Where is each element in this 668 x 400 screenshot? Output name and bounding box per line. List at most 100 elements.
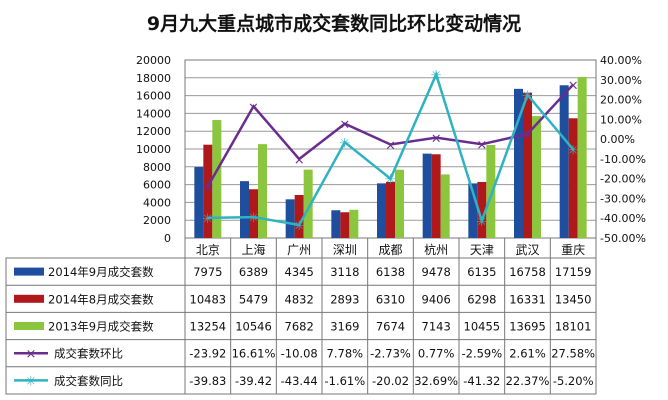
table-cell: -41.32 (463, 374, 500, 388)
line-marker: × (294, 153, 305, 168)
left-tick-label: 20000 (136, 54, 171, 67)
bar-2 (568, 118, 578, 238)
bar-1 (559, 85, 569, 238)
category-label: 北京 (196, 243, 220, 257)
bar-3 (258, 144, 267, 238)
bar-1 (194, 167, 204, 238)
right-tick-label: -10.00% (600, 153, 646, 166)
line-marker: ✳ (431, 68, 442, 83)
right-tick-label: -30.00% (600, 192, 646, 205)
left-tick-label: 12000 (136, 125, 171, 138)
table-cell: 18101 (555, 320, 592, 334)
category-label: 广州 (287, 243, 311, 257)
line-marker: ✳ (385, 173, 396, 188)
left-tick-label: 18000 (136, 72, 171, 85)
line-marker: ✳ (568, 143, 579, 158)
table-cell: -1.61% (324, 374, 365, 388)
table-cell: 6310 (376, 292, 405, 306)
table-cell: -2.59% (461, 347, 502, 361)
line-series-2 (207, 70, 575, 227)
bar-2 (431, 154, 441, 238)
table-cell: 5479 (239, 292, 268, 306)
table-cell: 17159 (555, 265, 592, 279)
left-tick-label: 4000 (143, 196, 171, 209)
table-cell: -39.42 (235, 374, 272, 388)
table-cell: 16758 (509, 265, 546, 279)
category-label: 上海 (241, 242, 265, 257)
left-tick-label: 16000 (136, 90, 171, 103)
bar-1 (285, 199, 295, 238)
bar-3 (486, 144, 496, 238)
table-cell: 7143 (422, 320, 451, 334)
legend-label: 成交套数同比 (54, 374, 123, 388)
right-tick-label: 0.00% (600, 133, 635, 146)
left-tick-label: 2000 (143, 214, 171, 227)
bar-3 (577, 76, 587, 239)
table-cell: 7.78% (327, 347, 364, 361)
data-table: 2014年9月成交套数 7975 6389 4345 3118 6138 9478 6135 1… (5, 238, 597, 395)
plot-area: 0 2000 4000 6000 8000 10000 12000 14000 16000 180… (136, 54, 646, 257)
bar-1 (240, 181, 249, 238)
bar-1 (377, 183, 386, 238)
table-cell: 6138 (376, 265, 405, 279)
bar-1 (468, 183, 478, 238)
table-cell: 10483 (190, 292, 227, 306)
category-label: 深圳 (333, 243, 357, 257)
table-cell: 4832 (285, 292, 314, 306)
bar-3 (532, 116, 541, 238)
table-cell: 6298 (467, 292, 496, 306)
left-tick-label: 6000 (143, 179, 171, 192)
table-cell: 9478 (422, 265, 451, 279)
bar-1 (331, 210, 341, 238)
line-marker: × (476, 138, 487, 153)
line-marker: ✳ (248, 211, 259, 226)
left-tick-label: 14000 (136, 107, 171, 120)
right-tick-label: 20.00% (600, 94, 642, 107)
table-cell: 2.61% (509, 347, 546, 361)
right-tick-label: 40.00% (600, 54, 642, 67)
line-marker: × (202, 180, 213, 195)
table-cell: 13695 (509, 320, 546, 334)
category-label: 杭州 (424, 242, 448, 257)
table-cell: 16331 (509, 292, 546, 306)
table-cell: 0.77% (418, 347, 455, 361)
table-cell: 9406 (422, 292, 451, 306)
table-cell: -20.02 (372, 374, 409, 388)
left-tick-label: 10000 (136, 143, 171, 156)
line-marker: × (248, 100, 259, 115)
table-cell: 22.37% (506, 374, 550, 388)
bar-2 (386, 181, 395, 238)
line-marker: ✳ (294, 219, 305, 234)
table-cell: -23.92 (189, 347, 226, 361)
category-label: 重庆 (561, 243, 585, 257)
table-cell: 3169 (330, 320, 359, 334)
table-cell: 3118 (330, 265, 359, 279)
table-cell: -5.20% (553, 374, 594, 388)
table-cell: 6135 (467, 265, 496, 279)
legend-marker: × (26, 347, 37, 362)
bar-1 (514, 88, 523, 239)
table-cell: 13450 (555, 292, 592, 306)
bar-3 (395, 169, 404, 238)
bar-3 (303, 169, 313, 238)
line-marker: ✳ (522, 89, 533, 104)
bar-3 (440, 174, 450, 238)
bar-2 (203, 144, 213, 238)
table-cell: 7682 (285, 320, 314, 334)
right-tick-label: 10.00% (600, 113, 642, 126)
line-marker: × (522, 128, 533, 143)
table-cell: -43.44 (281, 374, 318, 388)
chart-title: 9月九大重点城市成交套数同比环比变动情况 (147, 12, 521, 35)
right-tick-label: -40.00% (600, 212, 646, 225)
line-marker: ✳ (476, 215, 487, 230)
table-cell: 27.58% (551, 347, 595, 361)
right-tick-label: -20.00% (600, 173, 646, 186)
legend-label: 2014年8月成交套数 (48, 292, 154, 306)
bar-2 (523, 92, 532, 238)
table-cell: 16.61% (232, 347, 276, 361)
legend-swatch (14, 322, 44, 330)
legend-swatch (14, 294, 44, 303)
line-marker: × (385, 139, 396, 154)
table-cell: -2.73% (370, 347, 411, 361)
